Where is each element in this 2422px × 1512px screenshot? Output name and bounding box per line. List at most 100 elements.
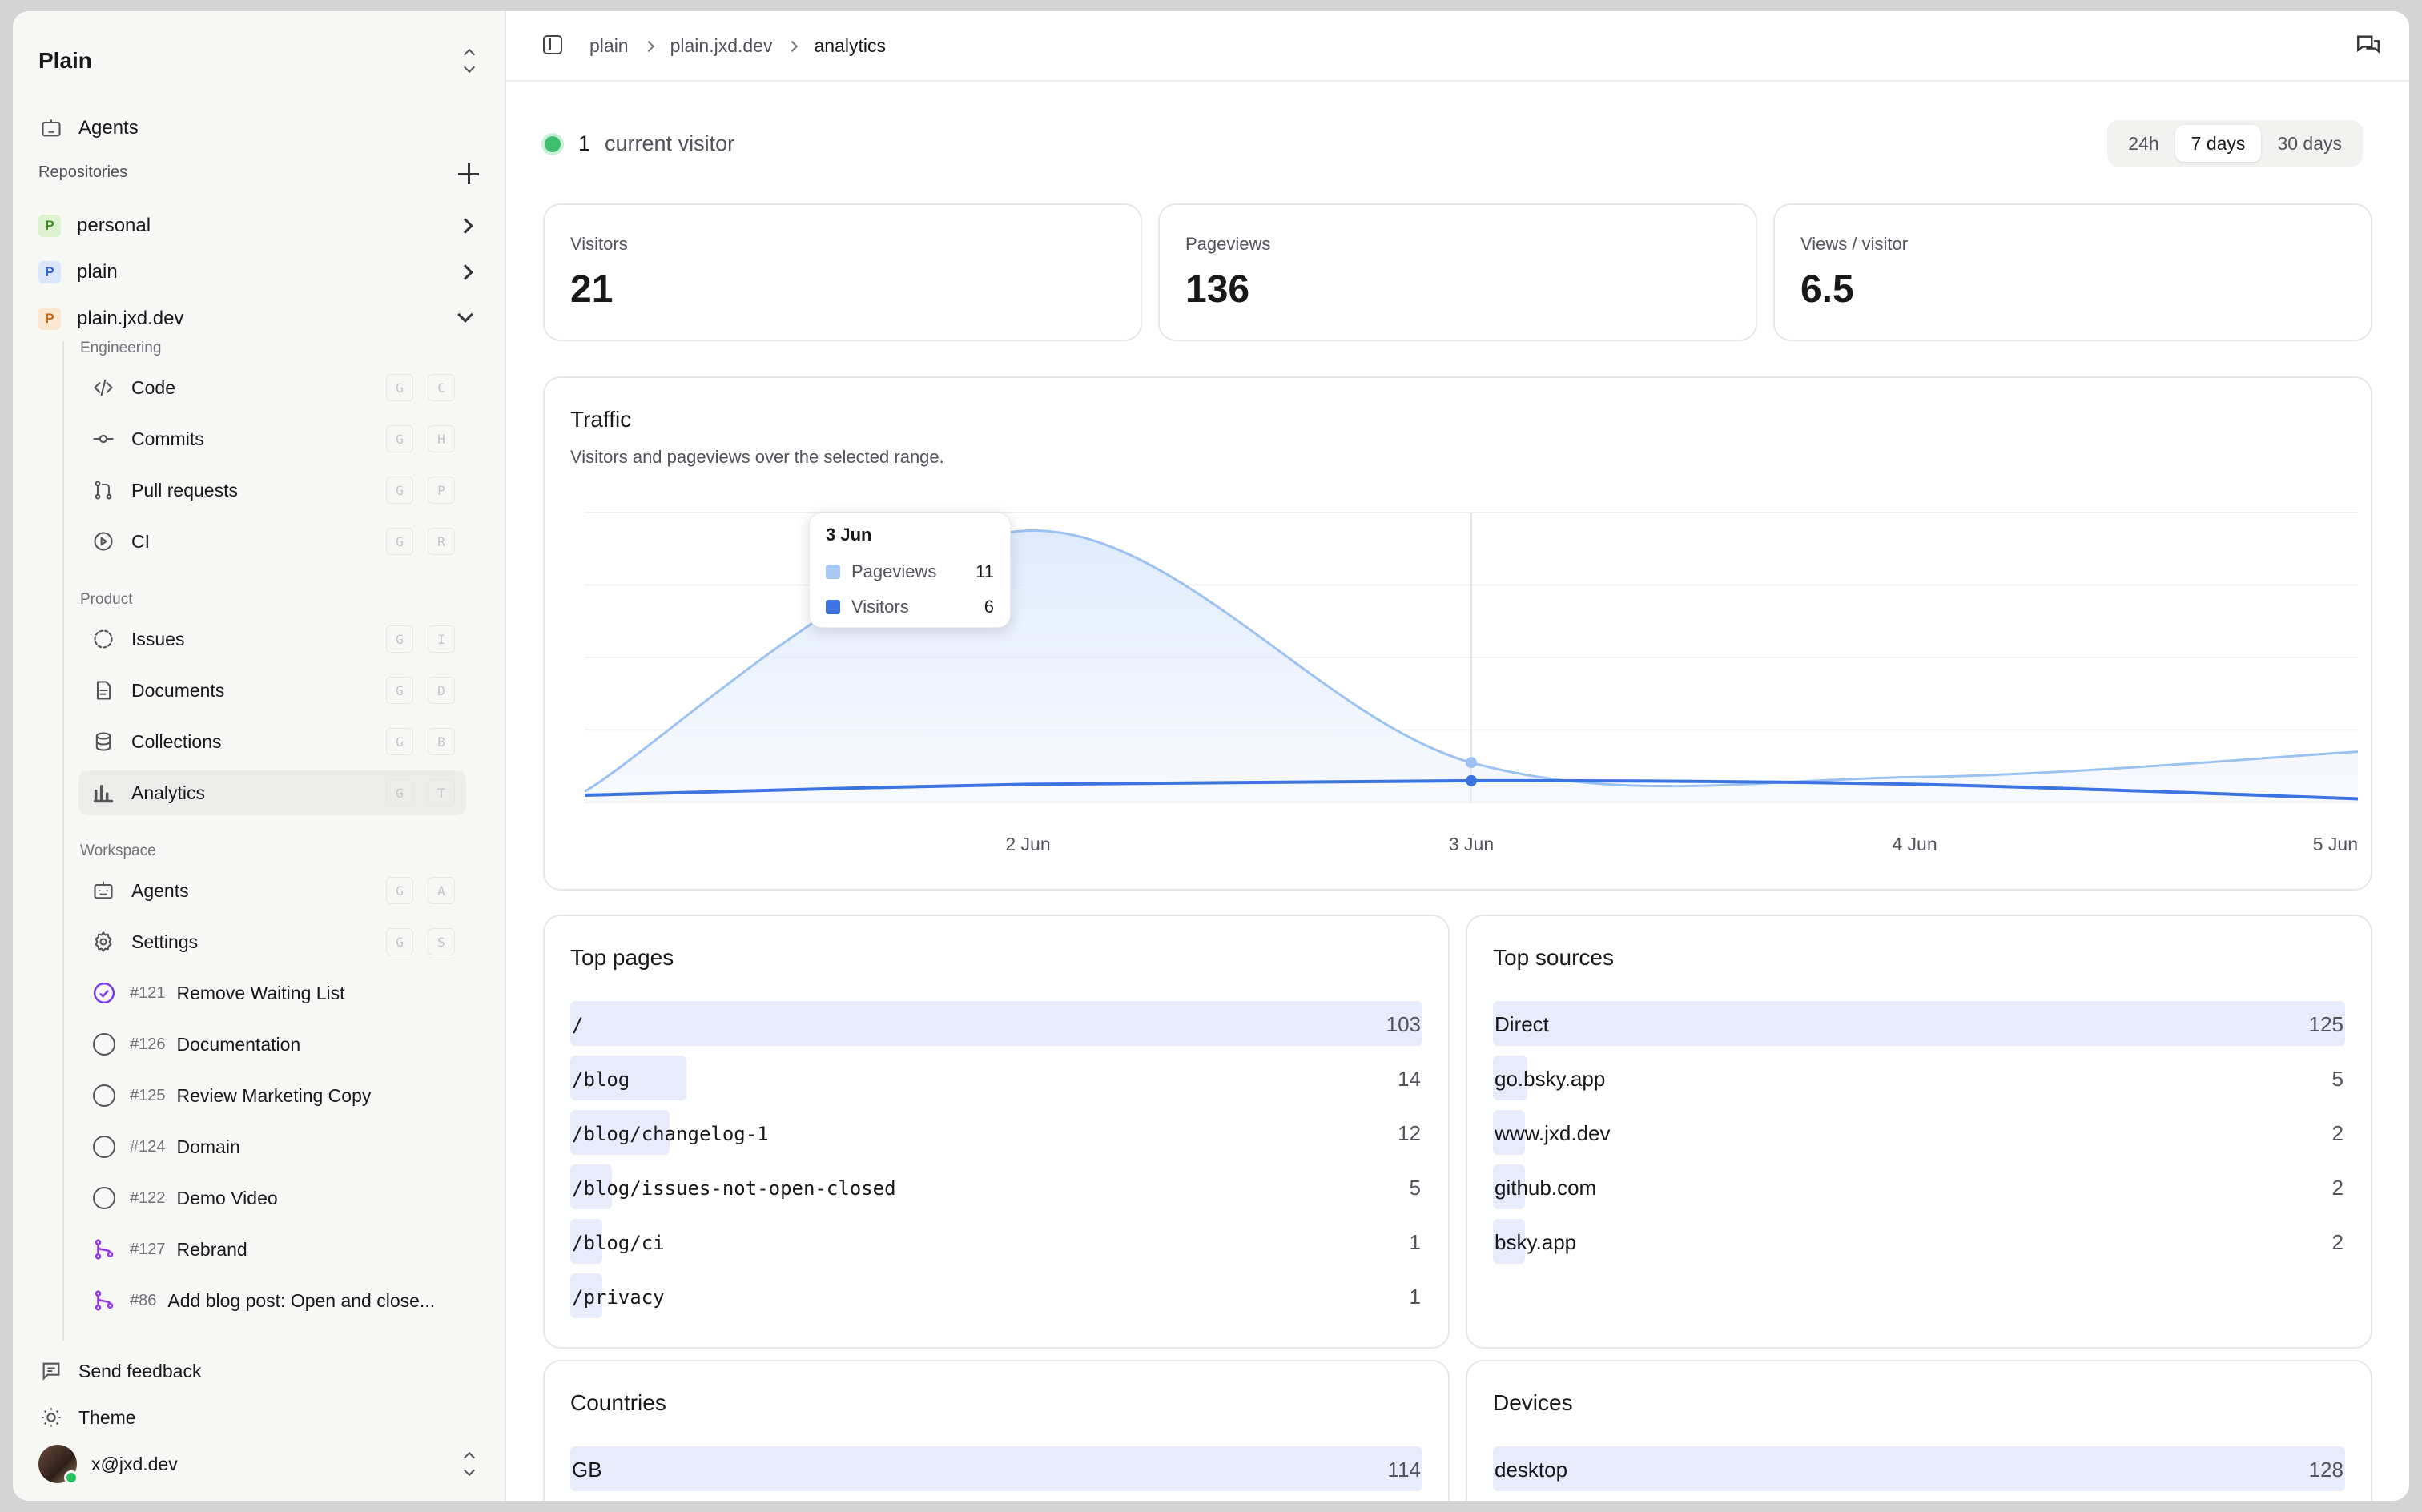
user-menu[interactable]: x@jxd.dev [38, 1442, 479, 1486]
list-item[interactable]: www.jxd.dev 2 [1493, 1110, 2345, 1155]
shortcut-key: A [428, 877, 455, 904]
tooltip-pageviews-label: Pageviews [851, 561, 937, 581]
nav-item-issues[interactable]: Issues G I [78, 617, 466, 662]
workspace-switcher[interactable]: Plain [38, 37, 479, 85]
list-item-count: 5 [1409, 1176, 1421, 1200]
top-bar: plain plain.jxd.dev analytics [506, 11, 2409, 82]
repo-name: personal [77, 215, 151, 236]
toggle-sidebar-icon[interactable] [543, 35, 562, 54]
shortcut-key: G [386, 477, 413, 504]
list-item[interactable]: /blog 14 [570, 1056, 1422, 1100]
nav-item-pull-requests[interactable]: Pull requests G P [78, 468, 466, 513]
nav-item-code[interactable]: Code G C [78, 365, 466, 410]
range-30-days[interactable]: 30 days [2277, 132, 2342, 154]
tooltip-visitors-value: 6 [984, 597, 994, 617]
countries-card: Countries GB 114 [543, 1360, 1450, 1501]
repo-badge: P [38, 261, 61, 284]
list-item[interactable]: /blog/ci 1 [570, 1219, 1422, 1264]
list-item-name: /privacy [572, 1286, 665, 1309]
issue-number: #122 [130, 1188, 166, 1207]
list-item-bar [1493, 1110, 1525, 1155]
nav-item-documents[interactable]: Documents G D [78, 668, 466, 713]
nav-item-label: Documents [131, 679, 225, 701]
list-item-count: 1 [1409, 1285, 1421, 1309]
x-tick-label: 4 Jun [1892, 834, 1937, 855]
list-item[interactable]: go.bsky.app 5 [1493, 1056, 2345, 1100]
shortcut-key: T [428, 779, 455, 806]
live-visitor-count: 1 [578, 131, 591, 155]
list-item-bar [570, 1110, 670, 1155]
chat-icon[interactable] [2355, 32, 2382, 59]
sidebar-item-label: Agents [78, 117, 139, 139]
countries-title: Countries [570, 1390, 666, 1415]
pageviews-stat-card: Pageviews 136 [1158, 203, 1757, 341]
list-item[interactable]: /blog/issues-not-open-closed 5 [570, 1164, 1422, 1209]
list-item-name: /blog/issues-not-open-closed [572, 1177, 896, 1200]
issue-item[interactable]: #127 Rebrand [78, 1227, 479, 1272]
nav-item-collections[interactable]: Collections G B [78, 719, 466, 764]
issue-item[interactable]: #121 Remove Waiting List [78, 971, 479, 1015]
stat-label: Visitors [570, 234, 628, 254]
list-item[interactable]: Direct 125 [1493, 1001, 2345, 1046]
workspace-name: Plain [38, 48, 92, 73]
nav-item-ci[interactable]: CI G R [78, 519, 466, 564]
shortcut-key: G [386, 779, 413, 806]
traffic-chart[interactable]: 2 Jun 3 Jun 4 Jun 5 Jun [545, 378, 2371, 889]
list-item-name: / [572, 1014, 584, 1036]
issue-item[interactable]: #125 Review Marketing Copy [78, 1073, 479, 1118]
list-item[interactable]: bsky.app 2 [1493, 1219, 2345, 1264]
list-item[interactable]: / 103 [570, 1001, 1422, 1046]
list-item[interactable]: /blog/changelog-1 12 [570, 1110, 1422, 1155]
circle-icon [91, 1031, 117, 1057]
chevron-right-icon[interactable] [457, 218, 473, 234]
nav-item-analytics[interactable]: Analytics G T [78, 770, 466, 815]
list-item-bar [1493, 1001, 2345, 1046]
list-item[interactable]: desktop 128 [1493, 1446, 2345, 1491]
issue-item[interactable]: #126 Documentation [78, 1022, 479, 1067]
chevron-down-icon[interactable] [457, 307, 473, 323]
range-24h[interactable]: 24h [2128, 132, 2159, 154]
issue-item[interactable]: #86 Add blog post: Open and close... [78, 1278, 479, 1323]
nav-item-label: Pull requests [131, 479, 238, 501]
breadcrumb-current: analytics [814, 35, 886, 56]
circle-icon [91, 1083, 117, 1108]
list-item-bar [1493, 1164, 1525, 1209]
shortcut-key: G [386, 877, 413, 904]
live-visitor-label: current visitor [605, 131, 735, 155]
list-item[interactable]: /privacy 1 [570, 1273, 1422, 1318]
add-repository-button[interactable] [458, 163, 479, 184]
chevron-right-icon[interactable] [457, 264, 473, 280]
range-7-days[interactable]: 7 days [2175, 125, 2262, 162]
list-item[interactable]: github.com 2 [1493, 1164, 2345, 1209]
robot-icon [91, 879, 115, 903]
issue-item[interactable]: #124 Domain [78, 1124, 479, 1169]
theme-button[interactable]: Theme [38, 1395, 479, 1440]
breadcrumb-plain[interactable]: plain [589, 35, 629, 56]
nav-item-commits[interactable]: Commits G H [78, 416, 466, 461]
sidebar-item-agents[interactable]: Agents [38, 106, 479, 151]
bar-chart-icon [91, 781, 115, 805]
list-item[interactable]: GB 114 [570, 1446, 1422, 1491]
send-feedback-button[interactable]: Send feedback [38, 1349, 479, 1393]
nav-item-label: Agents [131, 879, 189, 901]
nav-item-settings[interactable]: Settings G S [78, 919, 466, 964]
issue-item[interactable]: #122 Demo Video [78, 1176, 479, 1220]
repo-badge: P [38, 215, 61, 237]
list-item-count: 1 [1409, 1230, 1421, 1254]
theme-label: Theme [78, 1406, 136, 1428]
issue-number: #126 [130, 1035, 166, 1053]
chevron-right-icon [787, 40, 799, 52]
shortcut-key: G [386, 625, 413, 653]
tooltip-visitors-label: Visitors [851, 597, 909, 617]
shortcut-key: G [386, 425, 413, 452]
shortcut-key: I [428, 625, 455, 653]
list-item-bar [570, 1273, 602, 1318]
tooltip-date: 3 Jun [826, 525, 872, 545]
breadcrumb-repo[interactable]: plain.jxd.dev [670, 35, 773, 56]
product-heading: Product [80, 591, 133, 608]
nav-item-label: Collections [131, 730, 222, 752]
nav-item-agents[interactable]: Agents G A [78, 868, 466, 913]
